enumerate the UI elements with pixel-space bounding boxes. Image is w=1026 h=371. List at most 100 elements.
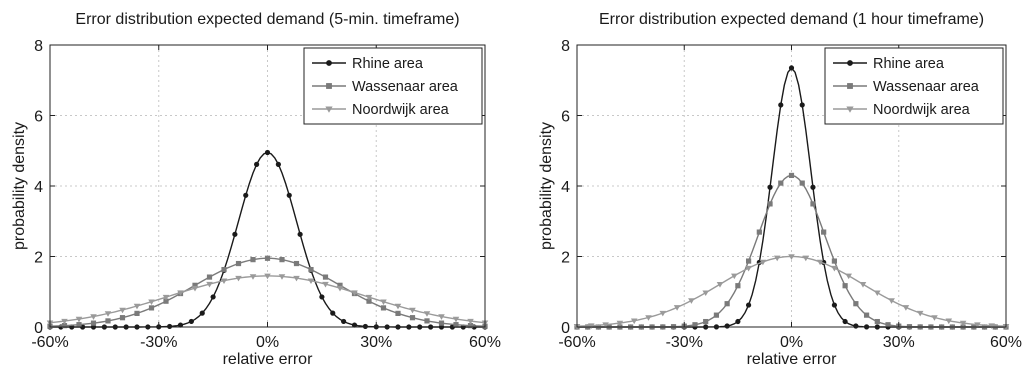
data-point	[767, 184, 773, 190]
data-point	[264, 255, 271, 261]
data-point	[931, 315, 938, 321]
chart-panel-1: Error distribution expected demand (5-mi…	[11, 11, 501, 368]
data-point	[330, 310, 336, 316]
data-point	[735, 318, 741, 325]
x-tick-label: -60%	[31, 334, 68, 351]
data-point	[745, 302, 752, 308]
data-point	[177, 290, 184, 296]
data-point	[362, 323, 368, 330]
data-point	[602, 322, 609, 328]
data-point	[188, 318, 194, 325]
data-point	[745, 265, 752, 272]
data-point	[286, 192, 292, 198]
data-point	[308, 266, 314, 273]
data-point	[688, 298, 695, 304]
data-point	[945, 318, 953, 325]
x-tick-label: 60%	[990, 334, 1022, 351]
data-point	[731, 273, 738, 280]
series-noordwijk-area	[46, 273, 489, 327]
data-point	[61, 318, 68, 325]
x-tick-label: 0%	[256, 334, 279, 351]
chart-title: Error distribution expected demand (5-mi…	[75, 11, 459, 28]
data-point	[134, 310, 140, 316]
data-point	[988, 323, 995, 329]
data-point	[692, 322, 698, 328]
data-point	[264, 149, 271, 156]
data-point	[846, 106, 854, 113]
data-point	[847, 60, 853, 66]
data-point	[802, 255, 810, 262]
data-point	[863, 312, 870, 318]
data-point	[659, 310, 667, 317]
data-point	[235, 275, 242, 282]
data-point	[438, 320, 445, 326]
data-point	[778, 180, 784, 186]
series-noordwijk-area	[573, 254, 1010, 330]
data-point	[816, 259, 824, 266]
y-tick-label: 4	[561, 179, 570, 196]
data-point	[90, 320, 97, 326]
data-point	[467, 318, 474, 325]
x-tick-label: 0%	[780, 334, 803, 351]
x-axis-label: relative error	[747, 351, 837, 368]
data-point	[831, 302, 838, 308]
data-point	[853, 301, 859, 307]
y-tick-label: 6	[561, 109, 570, 126]
data-point	[845, 273, 852, 280]
data-point	[788, 172, 795, 179]
data-point	[319, 294, 325, 300]
data-point	[307, 278, 315, 285]
y-tick-label: 8	[34, 38, 43, 55]
data-point	[799, 102, 805, 108]
data-point	[745, 258, 752, 264]
data-point	[788, 254, 795, 260]
y-tick-label: 4	[34, 179, 43, 196]
data-point	[853, 323, 859, 329]
data-point	[293, 275, 300, 282]
data-point	[322, 274, 329, 280]
data-point	[778, 102, 784, 108]
data-point	[974, 322, 981, 328]
data-point	[702, 290, 709, 297]
data-point	[275, 161, 281, 167]
data-point	[438, 314, 445, 320]
data-point	[394, 303, 402, 310]
x-tick-label: -30%	[140, 334, 177, 351]
data-point	[90, 314, 97, 320]
data-point	[874, 318, 880, 325]
data-point	[847, 83, 853, 89]
x-tick-label: -60%	[558, 334, 595, 351]
data-point	[162, 294, 170, 301]
legend-label: Wassenaar area	[873, 79, 980, 95]
data-point	[453, 322, 459, 328]
data-point	[703, 318, 709, 325]
data-point	[630, 318, 638, 325]
data-point	[351, 290, 358, 296]
data-point	[724, 301, 730, 307]
data-point	[788, 65, 795, 71]
data-point	[191, 285, 199, 292]
data-point	[380, 305, 387, 311]
y-tick-label: 2	[561, 250, 570, 267]
data-point	[831, 265, 838, 272]
data-point	[724, 323, 730, 329]
data-point	[206, 281, 213, 288]
data-point	[167, 323, 173, 330]
data-point	[902, 305, 910, 311]
x-tick-label: 30%	[360, 334, 392, 351]
legend: Rhine area Wassenaar area Noordwijk area	[303, 47, 483, 125]
data-point	[735, 283, 741, 289]
data-point	[409, 307, 416, 314]
y-tick-label: 0	[561, 320, 570, 337]
x-axis-label: relative error	[223, 351, 313, 368]
data-point	[831, 258, 837, 264]
data-point	[133, 303, 141, 310]
data-point	[249, 274, 257, 280]
data-point	[250, 257, 256, 263]
data-point	[279, 257, 285, 263]
legend-label: Rhine area	[873, 56, 945, 72]
data-point	[767, 201, 773, 207]
legend: Rhine area Wassenaar area Noordwijk area	[824, 47, 1004, 125]
data-point	[756, 229, 762, 235]
data-point	[452, 316, 460, 323]
